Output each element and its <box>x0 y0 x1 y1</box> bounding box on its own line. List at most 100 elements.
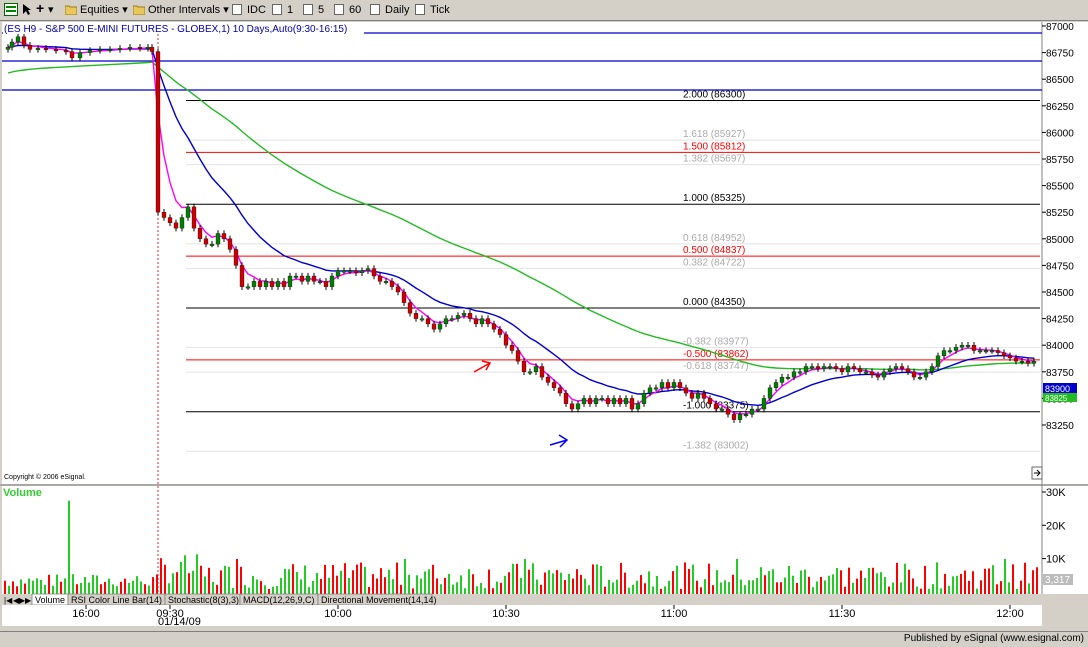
volume-bar <box>200 565 202 594</box>
volume-bar <box>764 575 766 594</box>
volume-bar <box>864 577 866 594</box>
volume-bar <box>876 573 878 594</box>
study-tab[interactable]: Stochastic(8(3),3) <box>164 593 241 606</box>
volume-bar <box>560 572 562 594</box>
cursor-icon[interactable] <box>22 3 32 18</box>
volume-bar <box>380 568 382 594</box>
price-bar <box>87 50 93 53</box>
price-bar <box>377 275 383 282</box>
prev-tab-icon[interactable]: ◀ <box>13 596 20 605</box>
price-bar <box>731 414 737 420</box>
first-tab-icon[interactable]: |◀ <box>4 596 13 605</box>
study-tabs: Volume RSI Color Line Bar(14) Stochastic(8… <box>31 593 437 606</box>
volume-axis-label: 10K <box>1046 554 1066 566</box>
volume-bar <box>308 587 310 594</box>
interval-60-button[interactable]: 60 <box>334 3 361 18</box>
volume-bar <box>180 561 182 594</box>
last-tab-icon[interactable]: ▶| <box>25 596 33 605</box>
price-bar <box>677 382 683 388</box>
volume-bar <box>820 576 822 594</box>
volume-bar <box>752 580 754 594</box>
study-tab[interactable]: RSI Color Line Bar(14) <box>67 593 166 606</box>
price-bar <box>809 366 815 369</box>
scroll-right-icon[interactable] <box>1031 466 1043 480</box>
price-chart[interactable]: 87000 86750 86500 86250 86000 85750 85500 85250… <box>0 21 1088 626</box>
volume-axis: 30K 20K 10K <box>1042 487 1066 566</box>
price-bar <box>209 243 215 246</box>
price-bar <box>239 265 245 287</box>
volume-bar <box>152 577 154 594</box>
price-bar <box>689 392 695 399</box>
volume-bar <box>592 564 594 594</box>
volume-bar <box>760 567 762 594</box>
volume-bar <box>416 575 418 594</box>
volume-bar <box>992 565 994 594</box>
price-bar <box>791 371 797 378</box>
study-tab[interactable]: MACD(12,26,9,C) <box>239 593 319 606</box>
volume-bar <box>936 562 938 594</box>
volume-bar <box>652 586 654 594</box>
study-tab[interactable]: Volume <box>31 593 69 606</box>
volume-bar <box>540 584 542 594</box>
fib-level-label: 1.618 (85927) <box>683 129 745 140</box>
volume-bar <box>1012 564 1014 594</box>
price-bar <box>347 270 353 273</box>
volume-bar <box>412 588 414 594</box>
volume-bar <box>772 569 774 594</box>
chart-grid-icon[interactable] <box>4 3 18 18</box>
volume-axis-label: 20K <box>1046 520 1066 532</box>
volume-bar <box>368 586 370 594</box>
volume-bar <box>472 574 474 594</box>
volume-bar <box>488 569 490 594</box>
volume-bar <box>576 569 578 594</box>
interval-1-button[interactable]: 1 <box>272 3 293 18</box>
symbol-dropdown-icon[interactable]: ▾ <box>48 4 54 16</box>
price-bar <box>1007 355 1013 359</box>
volume-bar <box>564 580 566 594</box>
price-axis-label: 86250 <box>1046 102 1074 113</box>
time-axis-label: 11:00 <box>661 608 688 620</box>
price-bar <box>869 371 875 376</box>
volume-bar <box>252 575 254 594</box>
price-bar <box>1025 361 1031 364</box>
volume-bar <box>284 568 286 594</box>
tick-button[interactable]: Tick <box>415 3 450 18</box>
price-bar <box>233 249 239 266</box>
price-bar <box>221 233 227 239</box>
volume-bar <box>708 563 710 594</box>
volume-bar <box>344 563 346 594</box>
last-price-label-2: 83825 <box>1045 394 1068 403</box>
doc-icon <box>334 4 346 15</box>
volume-bar <box>408 574 410 594</box>
price-bar <box>557 387 563 394</box>
price-axis-label: 83250 <box>1046 421 1074 432</box>
study-tab[interactable]: Directional Movement(14,14) <box>317 593 437 606</box>
volume-bar <box>536 579 538 594</box>
volume-bar <box>392 579 394 594</box>
volume-bar <box>496 581 498 594</box>
daily-button[interactable]: Daily <box>370 3 409 18</box>
volume-bar <box>1020 580 1022 594</box>
chevron-down-icon: ▾ <box>122 4 128 16</box>
idc-label: IDC <box>247 4 266 16</box>
volume-bar <box>468 569 470 594</box>
tab-scroll-buttons[interactable]: |◀ ◀ ▶ ▶| <box>4 596 33 605</box>
next-tab-icon[interactable]: ▶ <box>19 596 26 605</box>
price-bar <box>281 281 287 287</box>
price-bar <box>35 48 41 50</box>
interval-5-button[interactable]: 5 <box>303 3 324 18</box>
equities-menu[interactable]: Equities ▾ <box>64 3 128 18</box>
price-pane[interactable] <box>2 22 1042 484</box>
fib-level-label: 1.500 (85812) <box>683 141 745 152</box>
volume-bar <box>956 575 958 594</box>
volume-bar <box>776 582 778 594</box>
price-bar <box>827 366 833 369</box>
idc-button[interactable]: IDC <box>232 3 266 18</box>
copyright-text: Copyright © 2006 eSignal. <box>4 473 86 481</box>
crosshair-icon[interactable]: + <box>36 0 45 16</box>
time-axis-label: 09:30 <box>156 608 184 620</box>
other-intervals-menu[interactable]: Other Intervals ▾ <box>132 3 229 18</box>
price-axis-pane[interactable] <box>1042 22 1088 484</box>
volume-bar <box>1024 562 1026 594</box>
volume-bar <box>16 586 18 594</box>
